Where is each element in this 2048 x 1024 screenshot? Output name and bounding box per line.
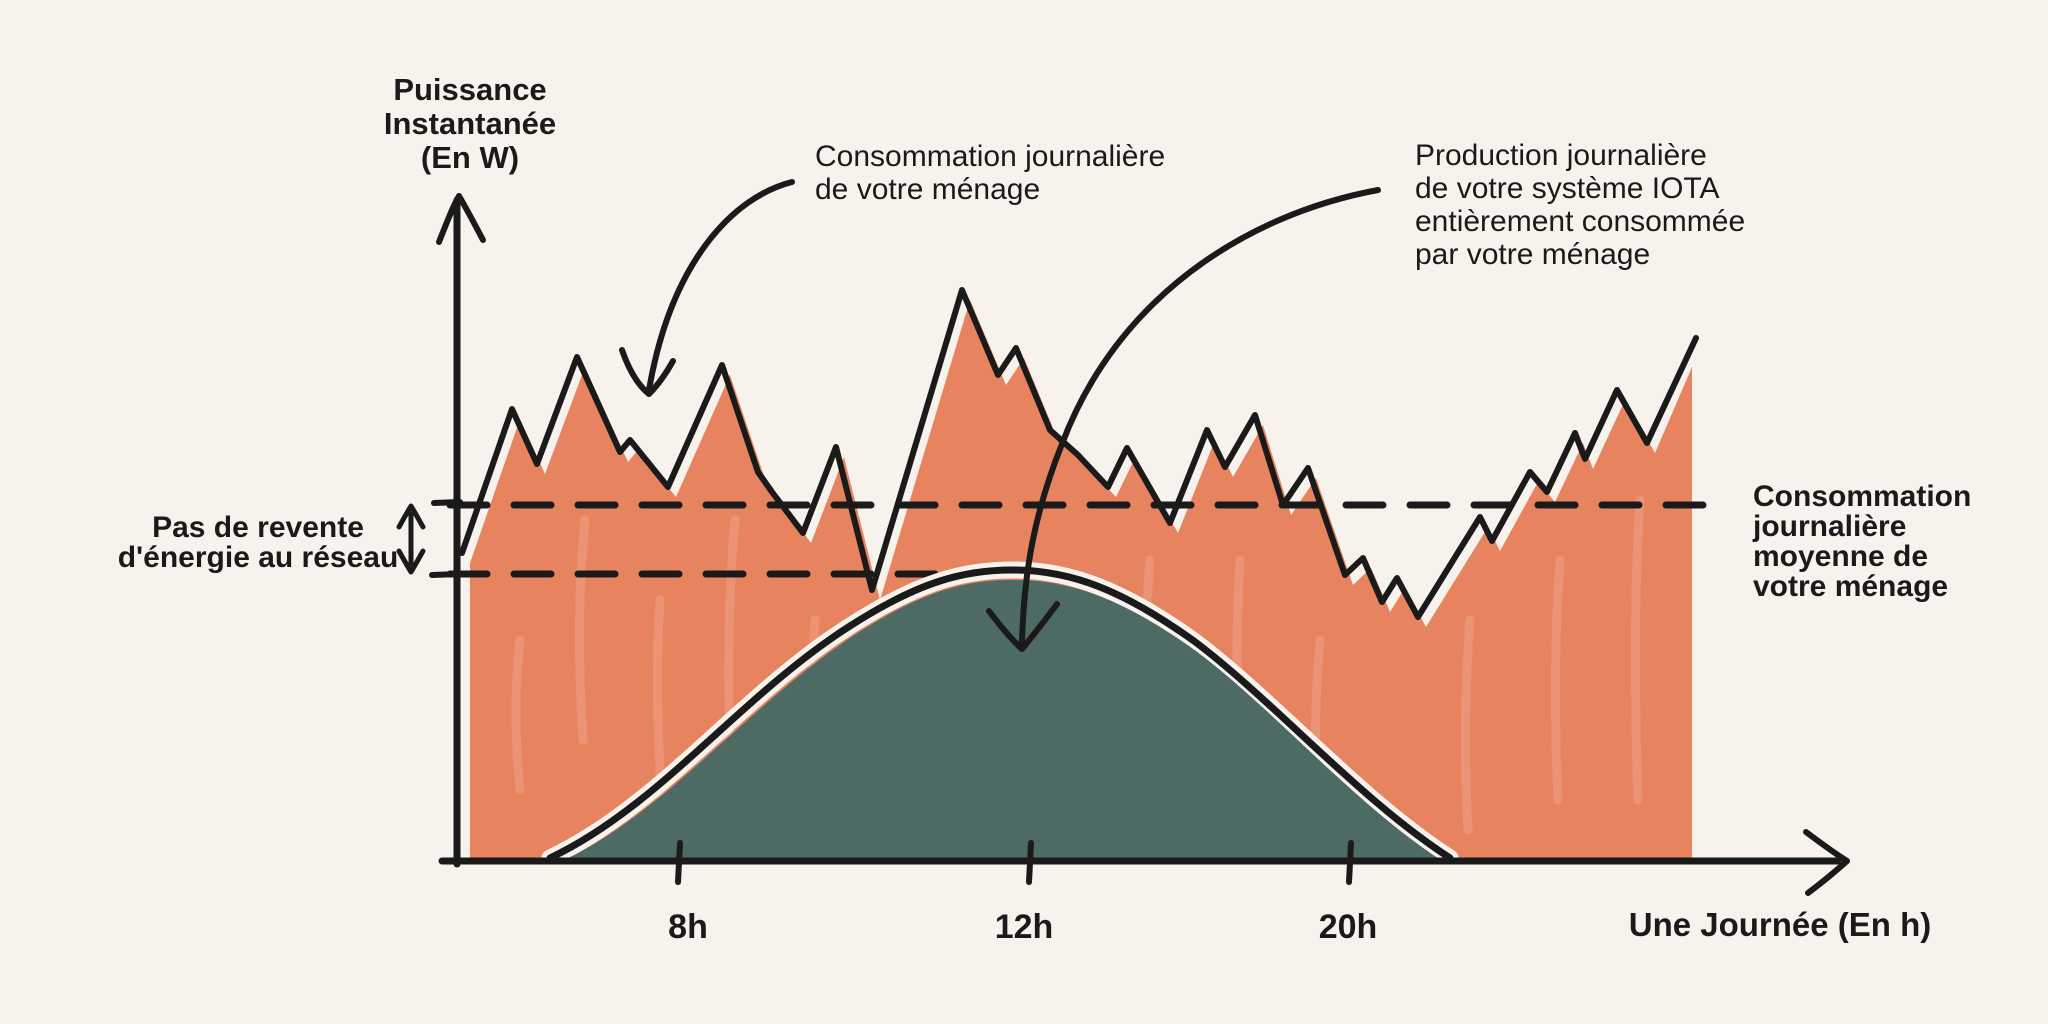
production-outline [546, 566, 1454, 862]
x-axis-label: Une Journée (En h) [1629, 906, 1932, 943]
production-note-line-3: entièrement consommée [1415, 205, 1745, 238]
tick-label-8h: 8h [668, 908, 708, 946]
production-note-line-2: de votre système IOTA [1415, 172, 1720, 205]
y-axis-label-line-1: Puissance [393, 72, 546, 107]
average-consumption-label-line-2: journalière [1752, 510, 1906, 543]
y-axis-arrowhead-icon [436, 193, 486, 245]
x-axis-arrowhead-icon [1803, 829, 1850, 896]
no-resale-label-line-2: d'énergie au réseau [118, 541, 399, 574]
production-note-arrowhead-icon [986, 601, 1060, 652]
y-axis-label-line-2: Instantanée [384, 106, 556, 141]
production-note-line-1: Production journalière [1415, 139, 1707, 172]
no-resale-label-line-1: Pas de revente [152, 511, 364, 544]
average-consumption-label-line-3: moyenne de [1753, 540, 1928, 573]
consumption-note-arrowhead-icon [619, 347, 676, 397]
tick-label-12h: 12h [995, 908, 1054, 946]
production-note-arrow [1019, 187, 1381, 645]
production-note-line-4: par votre ménage [1415, 238, 1650, 271]
y-axis-label-line-3: (En W) [421, 140, 519, 175]
no-resale-range-arrowheads-icon [396, 503, 426, 575]
average-consumption-label-line-4: votre ménage [1753, 570, 1948, 603]
consumption-note-line-1: Consommation journalière [815, 140, 1165, 173]
axis-tick-marks [429, 499, 1354, 885]
consumption-note-arrow [646, 179, 795, 393]
production-area-fill [560, 580, 1444, 862]
average-consumption-label-line-1: Consommation [1753, 480, 1971, 513]
consumption-note-line-2: de votre ménage [815, 173, 1040, 206]
tick-label-20h: 20h [1319, 908, 1378, 946]
